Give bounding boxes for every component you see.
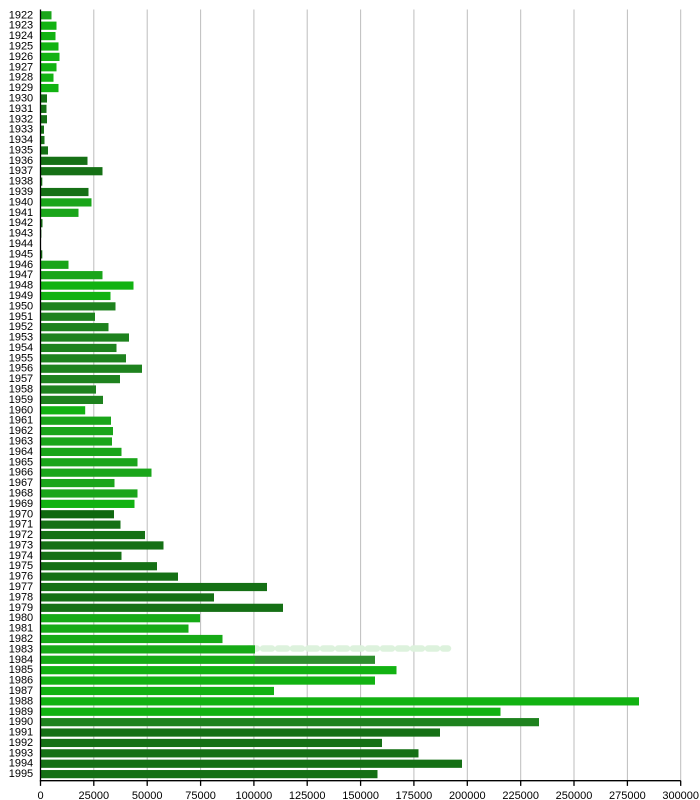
svg-text:100000: 100000 — [236, 790, 273, 800]
svg-text:1930: 1930 — [9, 92, 33, 104]
svg-text:1922: 1922 — [9, 9, 33, 21]
svg-text:1949: 1949 — [9, 290, 33, 302]
svg-text:1977: 1977 — [9, 581, 33, 593]
svg-text:1983: 1983 — [9, 643, 33, 655]
svg-text:1924: 1924 — [9, 30, 33, 42]
svg-text:1961: 1961 — [9, 415, 33, 427]
svg-text:1971: 1971 — [9, 519, 33, 531]
svg-text:1989: 1989 — [9, 706, 33, 718]
svg-text:1926: 1926 — [9, 51, 33, 63]
svg-text:1967: 1967 — [9, 477, 33, 489]
svg-text:1925: 1925 — [9, 40, 33, 52]
svg-text:1979: 1979 — [9, 602, 33, 614]
svg-text:1991: 1991 — [9, 727, 33, 739]
svg-text:1942: 1942 — [9, 217, 33, 229]
svg-text:1969: 1969 — [9, 498, 33, 510]
svg-text:1952: 1952 — [9, 321, 33, 333]
svg-text:1958: 1958 — [9, 384, 33, 396]
svg-text:50000: 50000 — [132, 790, 163, 800]
svg-text:1951: 1951 — [9, 311, 33, 323]
svg-text:1923: 1923 — [9, 20, 33, 32]
svg-text:1966: 1966 — [9, 467, 33, 479]
svg-text:1965: 1965 — [9, 456, 33, 468]
svg-text:1993: 1993 — [9, 747, 33, 759]
svg-text:250000: 250000 — [556, 790, 593, 800]
svg-text:1972: 1972 — [9, 529, 33, 541]
svg-text:1939: 1939 — [9, 186, 33, 198]
svg-text:1976: 1976 — [9, 571, 33, 583]
svg-text:150000: 150000 — [342, 790, 379, 800]
svg-text:1934: 1934 — [9, 134, 33, 146]
svg-text:1988: 1988 — [9, 695, 33, 707]
svg-text:1943: 1943 — [9, 228, 33, 240]
svg-text:1955: 1955 — [9, 352, 33, 364]
svg-text:1970: 1970 — [9, 508, 33, 520]
svg-text:1941: 1941 — [9, 207, 33, 219]
svg-text:200000: 200000 — [449, 790, 486, 800]
svg-text:1960: 1960 — [9, 404, 33, 416]
svg-text:1944: 1944 — [9, 238, 33, 250]
svg-text:1982: 1982 — [9, 633, 33, 645]
svg-text:1986: 1986 — [9, 675, 33, 687]
svg-text:1940: 1940 — [9, 196, 33, 208]
svg-text:1956: 1956 — [9, 363, 33, 375]
svg-text:1948: 1948 — [9, 280, 33, 292]
svg-text:1985: 1985 — [9, 664, 33, 676]
svg-text:1964: 1964 — [9, 446, 33, 458]
svg-text:1954: 1954 — [9, 342, 33, 354]
svg-text:1938: 1938 — [9, 176, 33, 188]
svg-text:1936: 1936 — [9, 155, 33, 167]
svg-text:0: 0 — [37, 790, 43, 800]
svg-text:75000: 75000 — [185, 790, 216, 800]
svg-text:1992: 1992 — [9, 737, 33, 749]
svg-text:1973: 1973 — [9, 539, 33, 551]
svg-text:1984: 1984 — [9, 654, 33, 666]
svg-text:1950: 1950 — [9, 300, 33, 312]
svg-text:175000: 175000 — [396, 790, 433, 800]
svg-text:1975: 1975 — [9, 560, 33, 572]
svg-text:125000: 125000 — [289, 790, 326, 800]
svg-text:1946: 1946 — [9, 259, 33, 271]
svg-text:1933: 1933 — [9, 124, 33, 136]
svg-text:1968: 1968 — [9, 487, 33, 499]
svg-text:1962: 1962 — [9, 425, 33, 437]
svg-text:1980: 1980 — [9, 612, 33, 624]
svg-text:1931: 1931 — [9, 103, 33, 115]
svg-text:25000: 25000 — [79, 790, 110, 800]
svg-text:1932: 1932 — [9, 113, 33, 125]
svg-text:1974: 1974 — [9, 550, 33, 562]
svg-text:1945: 1945 — [9, 248, 33, 260]
svg-text:1957: 1957 — [9, 373, 33, 385]
svg-text:300000: 300000 — [662, 790, 699, 800]
svg-text:225000: 225000 — [502, 790, 539, 800]
svg-text:1935: 1935 — [9, 144, 33, 156]
svg-text:275000: 275000 — [609, 790, 646, 800]
svg-text:1947: 1947 — [9, 269, 33, 281]
svg-text:1981: 1981 — [9, 623, 33, 635]
svg-text:1959: 1959 — [9, 394, 33, 406]
svg-text:1963: 1963 — [9, 436, 33, 448]
svg-text:1978: 1978 — [9, 591, 33, 603]
svg-text:1987: 1987 — [9, 685, 33, 697]
svg-text:1937: 1937 — [9, 165, 33, 177]
svg-text:1990: 1990 — [9, 716, 33, 728]
svg-text:1928: 1928 — [9, 72, 33, 84]
svg-text:1994: 1994 — [9, 758, 33, 770]
svg-text:1953: 1953 — [9, 332, 33, 344]
svg-text:1927: 1927 — [9, 61, 33, 73]
svg-text:1929: 1929 — [9, 82, 33, 94]
svg-text:1995: 1995 — [9, 768, 33, 780]
